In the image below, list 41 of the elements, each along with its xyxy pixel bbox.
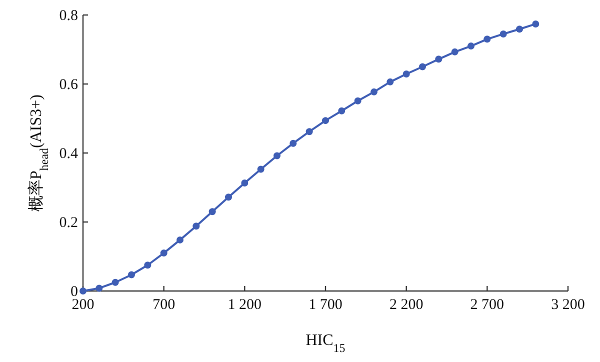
point [338, 107, 346, 114]
x-tick-label: 700 [152, 297, 176, 313]
x-tick-label: 2 200 [389, 297, 424, 313]
point [144, 262, 152, 269]
point [354, 97, 362, 104]
y-tick-label: 0 [70, 284, 78, 300]
point [160, 250, 168, 257]
x-tick-label: 1 200 [228, 297, 262, 313]
point [532, 20, 540, 28]
y-tick-label: 0.8 [59, 8, 78, 24]
point [419, 63, 426, 70]
y-tick-label: 0.2 [59, 215, 78, 231]
x-tick-label: 200 [72, 297, 94, 313]
x-tick-label: 3 200 [551, 297, 585, 313]
point [176, 236, 184, 244]
point [290, 140, 297, 147]
y-tick-label: 0.6 [59, 77, 78, 93]
point [128, 271, 135, 278]
point [402, 70, 410, 78]
point [96, 284, 103, 292]
point [322, 117, 329, 124]
point [435, 56, 442, 63]
point [274, 152, 280, 160]
x-tick-label: 2 700 [470, 297, 504, 313]
point [468, 42, 474, 50]
x-axis-title: HIC$_{15}$ [306, 332, 346, 355]
point [208, 208, 216, 216]
point [257, 166, 264, 173]
point [516, 26, 523, 33]
point [241, 180, 248, 187]
point [192, 222, 200, 230]
x-tick-label: 1 700 [308, 297, 342, 313]
point [370, 88, 378, 96]
y-tick-label: 0.4 [59, 146, 78, 162]
point [386, 78, 394, 86]
point [484, 36, 491, 43]
point [500, 30, 507, 38]
point [112, 278, 119, 286]
point [225, 194, 232, 201]
point [451, 48, 458, 56]
point [306, 128, 313, 136]
